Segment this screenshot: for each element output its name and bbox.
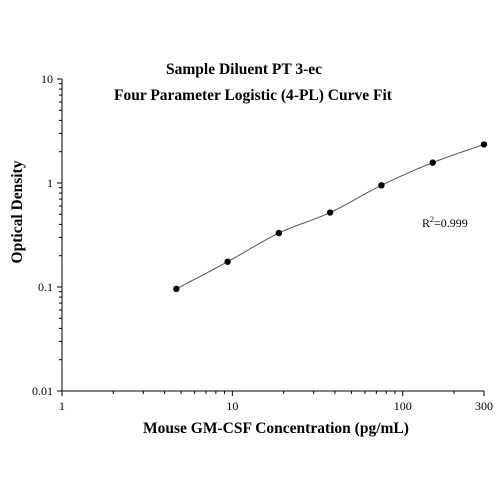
x-tick-label: 300 [475, 399, 493, 413]
x-tick-label: 10 [226, 399, 238, 413]
chart-title: Sample Diluent PT 3-ec [166, 61, 322, 78]
chart-subtitle: Four Parameter Logistic (4-PL) Curve Fit [114, 87, 392, 104]
data-point [429, 159, 436, 166]
data-points [173, 141, 488, 293]
r2-value: =0.999 [434, 216, 468, 230]
r2-superscript: 2 [430, 215, 435, 224]
data-point [173, 285, 180, 293]
axis-tick-labels: 1 10 100 300 0.01 0.1 1 10 [32, 72, 493, 413]
data-point [378, 182, 385, 189]
data-point [224, 258, 231, 265]
data-point [275, 229, 283, 237]
x-axis-label: Mouse GM-CSF Concentration (pg/mL) [143, 420, 409, 437]
axis-ticks [57, 78, 485, 396]
y-axis-label: Optical Density [9, 160, 26, 264]
data-point [480, 141, 488, 148]
y-tick-label: 0.01 [32, 384, 53, 398]
y-tick-label: 1 [47, 176, 53, 190]
axes [61, 79, 484, 392]
x-tick-label: 100 [394, 399, 412, 413]
data-point [326, 209, 334, 216]
y-tick-label: 10 [41, 72, 53, 86]
r2-label: R [422, 216, 431, 230]
x-tick-label: 1 [59, 399, 65, 413]
r-squared-annotation: R2=0.999 [422, 215, 468, 231]
y-tick-label: 0.1 [38, 280, 53, 294]
